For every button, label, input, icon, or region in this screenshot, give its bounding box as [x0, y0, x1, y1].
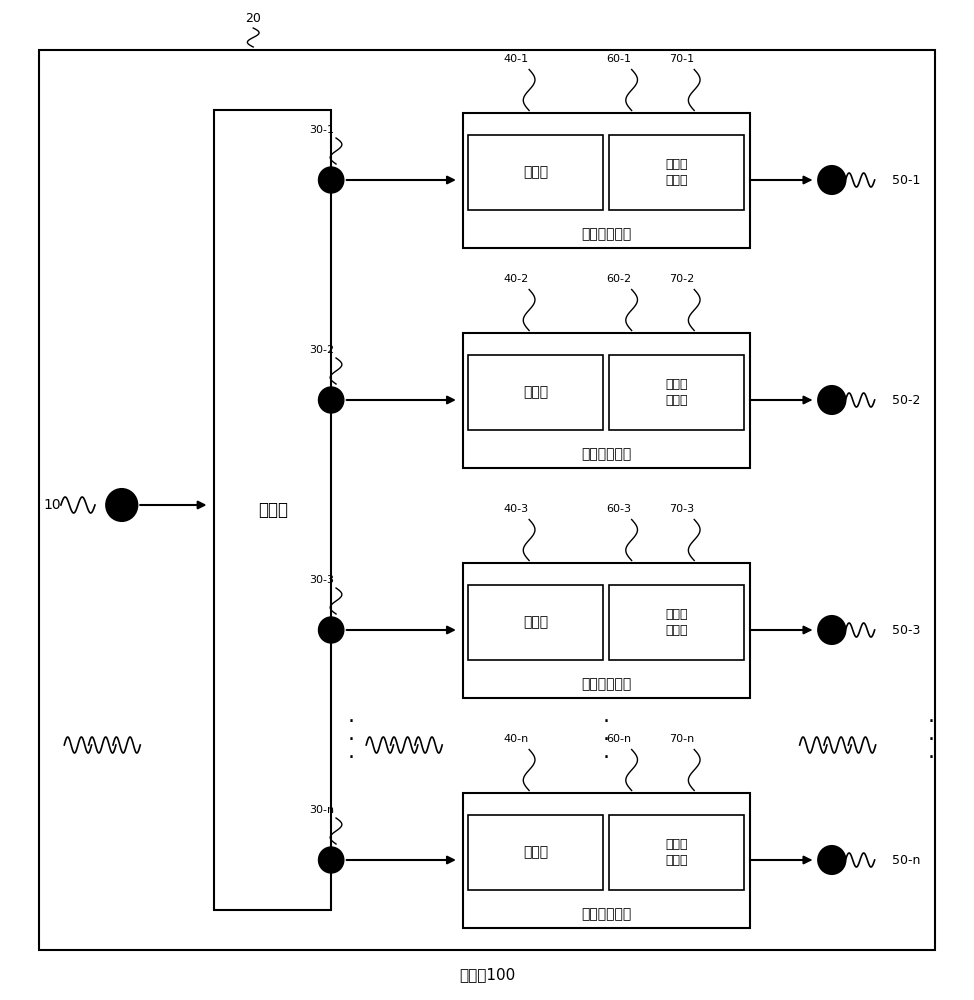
Circle shape — [318, 847, 344, 873]
Text: 30-1: 30-1 — [309, 125, 334, 135]
Text: 衰减部: 衰减部 — [523, 845, 548, 859]
Text: 60-1: 60-1 — [607, 54, 631, 64]
Bar — [610, 814, 744, 890]
Text: 70-2: 70-2 — [669, 274, 694, 284]
Text: 分配部: 分配部 — [258, 501, 287, 519]
Bar — [610, 584, 744, 660]
Text: 30-3: 30-3 — [309, 575, 334, 585]
Bar — [463, 792, 750, 928]
Circle shape — [318, 167, 344, 193]
Circle shape — [318, 387, 344, 413]
Bar — [610, 355, 744, 430]
Text: 40-2: 40-2 — [504, 274, 529, 284]
Circle shape — [818, 846, 845, 874]
Text: 50-n: 50-n — [892, 854, 920, 866]
Text: 50-3: 50-3 — [892, 624, 920, 637]
Text: 70-n: 70-n — [669, 734, 694, 744]
Circle shape — [818, 166, 845, 194]
Text: 40-n: 40-n — [504, 734, 529, 744]
Bar — [468, 584, 603, 660]
Text: 60-2: 60-2 — [607, 274, 631, 284]
Text: ·: · — [603, 713, 610, 732]
Bar — [610, 134, 744, 210]
Text: 70-3: 70-3 — [669, 504, 694, 514]
Text: ·: · — [927, 748, 935, 768]
Circle shape — [818, 386, 845, 414]
Bar — [463, 112, 750, 247]
Bar — [468, 134, 603, 210]
Text: 反射波抑制部: 反射波抑制部 — [581, 908, 631, 922]
Circle shape — [106, 489, 137, 521]
Text: ·: · — [347, 713, 355, 732]
Circle shape — [318, 617, 344, 643]
Text: 衰减量
调整部: 衰减量 调整部 — [665, 837, 688, 866]
Bar — [214, 110, 331, 910]
Text: 50-1: 50-1 — [892, 174, 920, 186]
Text: 50-2: 50-2 — [892, 393, 920, 406]
Text: 30-2: 30-2 — [309, 345, 334, 355]
Text: ·: · — [603, 748, 610, 768]
Text: 反射波抑制部: 反射波抑制部 — [581, 448, 631, 462]
Text: 10: 10 — [44, 498, 61, 512]
Text: 衰减量
调整部: 衰减量 调整部 — [665, 157, 688, 186]
Text: 60-3: 60-3 — [607, 504, 631, 514]
Bar — [463, 332, 750, 468]
Text: 衰减部: 衰减部 — [523, 615, 548, 629]
Text: ·: · — [347, 748, 355, 768]
Text: 分配器100: 分配器100 — [459, 968, 515, 982]
Text: 衰减部: 衰减部 — [523, 165, 548, 179]
Text: ·: · — [927, 730, 935, 750]
Bar — [463, 562, 750, 698]
Text: ·: · — [927, 713, 935, 732]
Bar — [468, 355, 603, 430]
Text: 衰减量
调整部: 衰减量 调整部 — [665, 608, 688, 637]
Text: 衰减量
调整部: 衰减量 调整部 — [665, 377, 688, 406]
Text: 60-n: 60-n — [607, 734, 631, 744]
Circle shape — [818, 616, 845, 644]
Text: 40-1: 40-1 — [504, 54, 529, 64]
Text: ·: · — [603, 730, 610, 750]
Text: 反射波抑制部: 反射波抑制部 — [581, 228, 631, 241]
Bar — [468, 814, 603, 890]
Text: 70-1: 70-1 — [669, 54, 694, 64]
Text: 20: 20 — [245, 12, 261, 25]
Text: 反射波抑制部: 反射波抑制部 — [581, 678, 631, 692]
Text: ·: · — [347, 730, 355, 750]
Text: 衰减部: 衰减部 — [523, 385, 548, 399]
Text: 40-3: 40-3 — [504, 504, 529, 514]
Text: 30-n: 30-n — [309, 805, 334, 815]
